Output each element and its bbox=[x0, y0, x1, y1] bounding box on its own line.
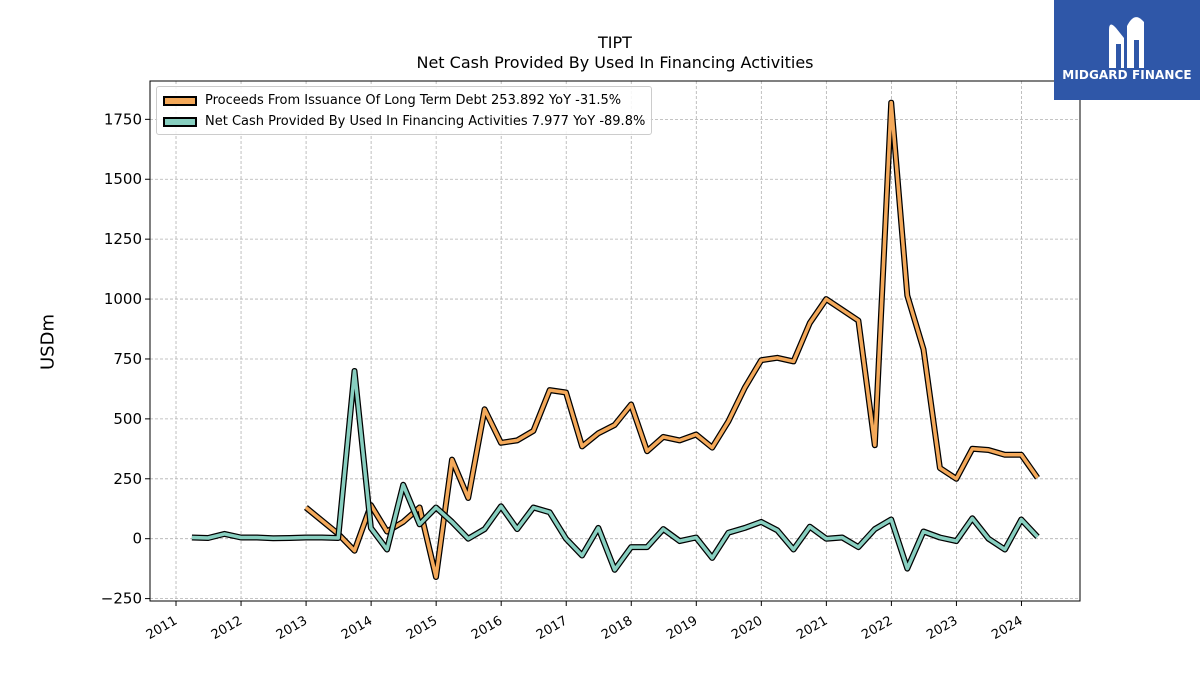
x-tick-label: 2018 bbox=[599, 613, 635, 643]
y-tick-label: 1750 bbox=[104, 110, 142, 128]
legend-swatch-financing bbox=[163, 116, 197, 127]
legend-swatch-debt bbox=[163, 95, 197, 106]
chart-title: TIPT bbox=[598, 33, 632, 52]
y-tick-label: 1250 bbox=[104, 230, 142, 248]
y-tick-label: 500 bbox=[113, 410, 142, 428]
y-tick-label: 250 bbox=[113, 470, 142, 488]
y-axis-label: USDm bbox=[37, 314, 59, 370]
y-tick-label: 0 bbox=[132, 530, 142, 548]
x-tick-label: 2023 bbox=[924, 613, 960, 643]
y-tick-label: 750 bbox=[113, 350, 142, 368]
y-tick-label: 1000 bbox=[104, 290, 142, 308]
plot-frame bbox=[149, 80, 1081, 602]
legend-label-financing: Net Cash Provided By Used In Financing A… bbox=[205, 114, 646, 129]
x-axis: 2011 2012 2013 2014 2015 2016 2017 2018 2019 2020… bbox=[144, 601, 1025, 643]
series-line-debt bbox=[304, 100, 1039, 579]
x-tick-label: 2014 bbox=[339, 613, 375, 643]
legend: Proceeds From Issuance Of Long Term Debt… bbox=[156, 86, 653, 135]
legend-entry-financing: Net Cash Provided By Used In Financing A… bbox=[163, 111, 645, 132]
x-tick-label: 2015 bbox=[404, 613, 440, 643]
midgard-m-logo-icon bbox=[1109, 17, 1144, 69]
series-layer bbox=[191, 99, 1040, 580]
x-tick-label: 2019 bbox=[664, 613, 700, 643]
x-tick-label: 2017 bbox=[534, 613, 570, 643]
series-line-financing bbox=[191, 369, 1039, 572]
x-tick-label: 2022 bbox=[859, 613, 895, 643]
y-axis: −250 0 250 500 750 1000 1250 1500 1750 bbox=[101, 110, 150, 608]
legend-entry-debt: Proceeds From Issuance Of Long Term Debt… bbox=[163, 90, 645, 111]
brand-logo: MIDGARD FINANCE bbox=[1054, 0, 1200, 100]
brand-name: MIDGARD FINANCE bbox=[1062, 68, 1192, 82]
x-tick-label: 2016 bbox=[469, 613, 505, 643]
x-tick-label: 2012 bbox=[209, 613, 245, 643]
legend-label-debt: Proceeds From Issuance Of Long Term Debt… bbox=[205, 93, 622, 108]
x-tick-label: 2020 bbox=[729, 613, 765, 643]
y-tick-label: 1500 bbox=[104, 170, 142, 188]
plot-area bbox=[150, 81, 1080, 601]
x-tick-label: 2024 bbox=[989, 613, 1025, 643]
chart-subtitle: Net Cash Provided By Used In Financing A… bbox=[416, 53, 814, 72]
x-tick-label: 2013 bbox=[274, 613, 310, 643]
x-tick-label: 2011 bbox=[144, 613, 180, 643]
x-tick-label: 2021 bbox=[794, 613, 830, 643]
y-tick-label: −250 bbox=[101, 590, 142, 608]
